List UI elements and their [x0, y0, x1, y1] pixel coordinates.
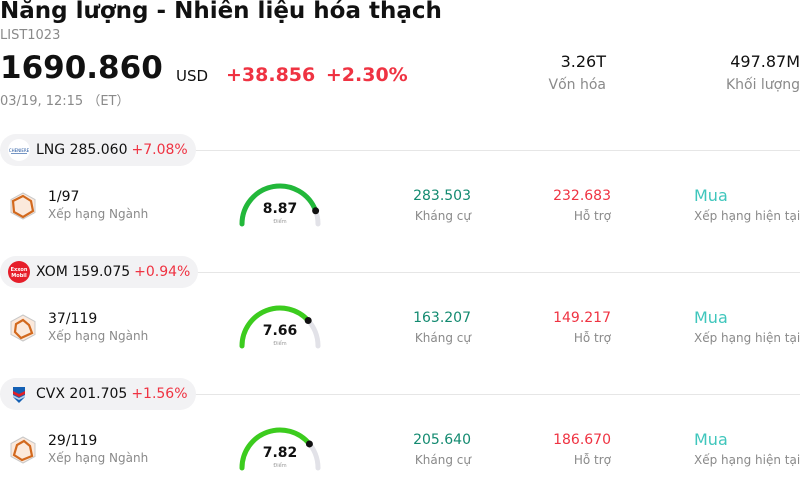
exxonmobil-logo-icon: Exxon Mobil: [8, 261, 30, 283]
rating-value: Mua: [694, 308, 728, 327]
svg-text:Mobil: Mobil: [11, 273, 27, 279]
cheniere-logo-icon: CHENIERE: [8, 139, 30, 161]
support-label: Hỗ trợ: [573, 331, 611, 345]
stock-ticker: XOM 159.075: [36, 264, 131, 280]
change-value: +38.856: [226, 64, 316, 86]
gauge-fill: [239, 305, 311, 349]
support-label: Hỗ trợ: [573, 209, 611, 223]
stock-chip-cvx[interactable]: CVX 201.705 +1.56%: [0, 378, 196, 410]
stock-change-percent: +1.56%: [131, 386, 188, 402]
resistance-value: 163.207: [413, 310, 471, 326]
stock-section-cvx: CVX 201.705 +1.56% 29/119 Xếp hạng Ngành…: [0, 378, 800, 500]
divider: [0, 272, 800, 273]
score-gauge: 8.87 Điểm: [239, 183, 321, 227]
resistance-label: Kháng cự: [414, 453, 471, 467]
industry-rank-icon: [10, 314, 36, 342]
resistance-label: Kháng cự: [414, 209, 471, 223]
score-gauge: 7.66 Điểm: [239, 305, 321, 349]
score-label: Điểm: [273, 340, 286, 347]
resistance-value: 205.640: [413, 432, 471, 448]
rating-label: Xếp hạng hiện tại: [694, 331, 800, 345]
divider: [0, 394, 800, 395]
volume-label: Khối lượng: [725, 77, 800, 93]
chevron-logo-icon: [8, 383, 30, 405]
gauge-marker: [304, 317, 312, 325]
currency-label: USD: [176, 67, 209, 85]
industry-rank-value: 29/119: [48, 433, 98, 449]
stock-ticker: CVX 201.705: [36, 386, 128, 402]
industry-rank-value: 37/119: [48, 311, 98, 327]
index-price: 1690.860: [0, 50, 163, 86]
industry-rank-value: 1/97: [48, 189, 80, 205]
rating-label: Xếp hạng hiện tại: [694, 209, 800, 223]
gauge-fill: [239, 427, 312, 471]
stock-chip-lng[interactable]: CHENIERE LNG 285.060 +7.08%: [0, 134, 196, 166]
gauge-marker: [305, 440, 313, 448]
divider: [0, 150, 800, 151]
page-title: Năng lượng - Nhiên liệu hóa thạch: [0, 0, 442, 24]
stock-chip-xom[interactable]: Exxon Mobil XOM 159.075 +0.94%: [0, 256, 199, 288]
list-code: LIST1023: [0, 28, 61, 43]
stock-change-percent: +0.94%: [134, 264, 191, 280]
score-gauge: 7.82 Điểm: [239, 427, 321, 471]
resistance-value: 283.503: [413, 188, 471, 204]
score-value: 7.82: [263, 445, 298, 461]
industry-rank-icon: [10, 436, 36, 464]
score-value: 8.87: [263, 201, 298, 217]
stock-change-percent: +7.08%: [131, 142, 188, 158]
industry-rank-icon: [10, 192, 36, 220]
rating-value: Mua: [694, 186, 728, 205]
market-cap-value: 3.26T: [560, 52, 606, 71]
stock-section-lng: CHENIERE LNG 285.060 +7.08% 1/97 Xếp hạn…: [0, 134, 800, 256]
score-label: Điểm: [273, 462, 286, 469]
gauge-marker: [312, 207, 320, 215]
stock-ticker: LNG 285.060: [36, 142, 128, 158]
industry-rank-label: Xếp hạng Ngành: [48, 451, 149, 465]
change-percent: +2.30%: [325, 64, 408, 86]
rating-label: Xếp hạng hiện tại: [694, 453, 800, 467]
svg-text:Exxon: Exxon: [11, 267, 28, 273]
score-label: Điểm: [273, 218, 286, 225]
gauge-fill: [239, 183, 319, 227]
timestamp: 03/19, 12:15 （ET）: [0, 94, 130, 109]
stock-section-xom: Exxon Mobil XOM 159.075 +0.94% 37/119 Xế…: [0, 256, 800, 378]
volume-value: 497.87M: [730, 52, 800, 71]
industry-rank-label: Xếp hạng Ngành: [48, 329, 149, 343]
rating-value: Mua: [694, 430, 728, 449]
industry-rank-label: Xếp hạng Ngành: [48, 207, 149, 221]
support-label: Hỗ trợ: [573, 453, 611, 467]
svg-text:CHENIERE: CHENIERE: [9, 148, 30, 153]
price-change: +38.856 +2.30%: [226, 64, 408, 86]
resistance-label: Kháng cự: [414, 331, 471, 345]
support-value: 186.670: [553, 432, 611, 448]
market-cap-label: Vốn hóa: [548, 77, 606, 93]
score-value: 7.66: [263, 323, 298, 339]
support-value: 232.683: [553, 188, 611, 204]
support-value: 149.217: [553, 310, 611, 326]
